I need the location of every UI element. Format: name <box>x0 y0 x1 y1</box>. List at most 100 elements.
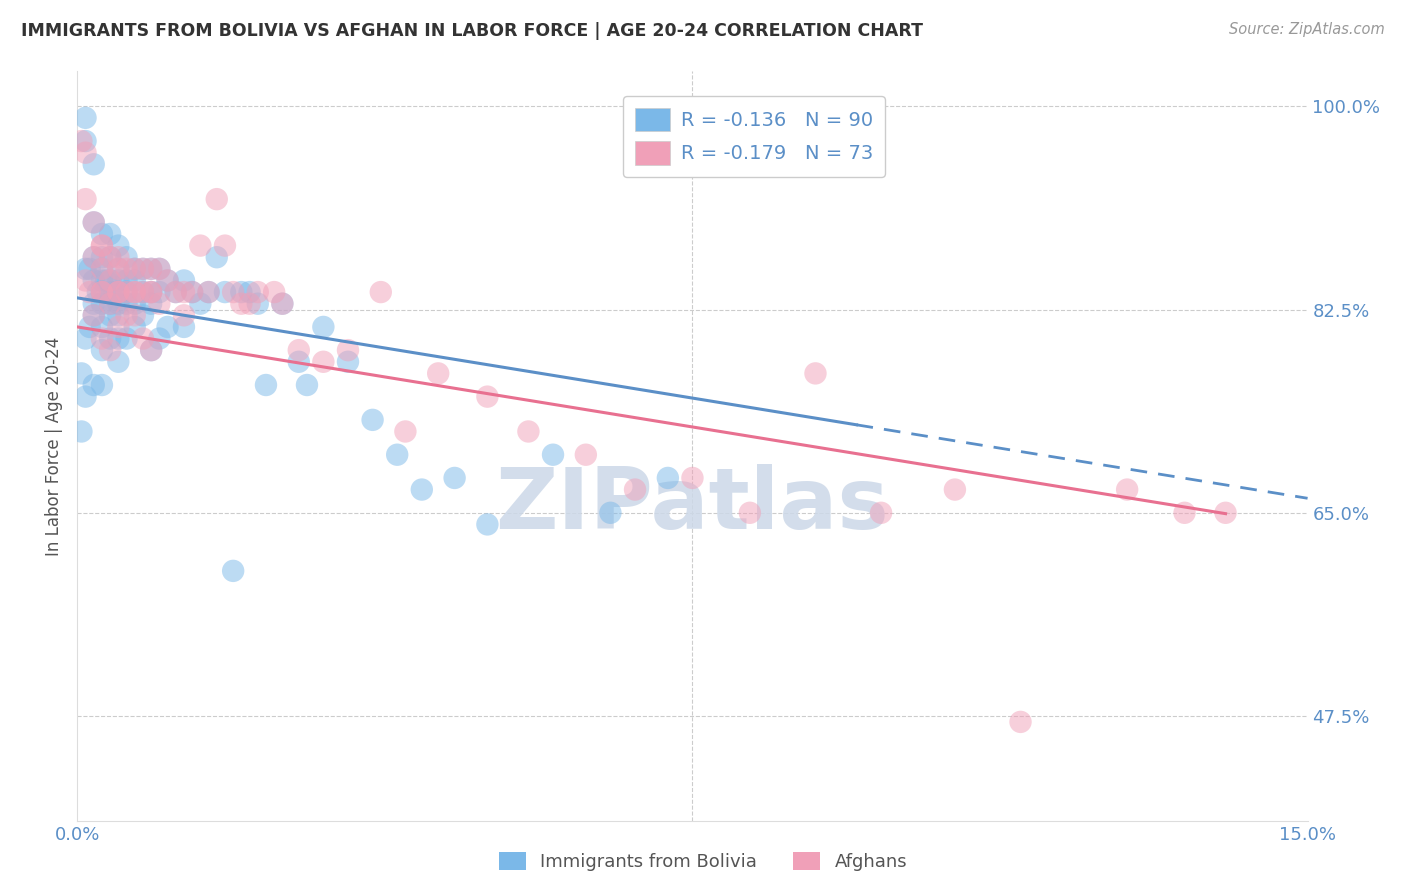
Point <box>83 308 105 322</box>
Point <box>1010 714 1032 729</box>
Point <box>197 285 219 299</box>
Point <box>107 285 129 299</box>
Point <box>263 285 285 299</box>
Point <box>98 250 121 264</box>
Point <box>173 285 195 299</box>
Point <box>75 261 97 276</box>
Point <box>75 192 97 206</box>
Point <box>90 273 114 287</box>
Point <box>165 285 187 299</box>
Point <box>288 343 311 358</box>
Point <box>254 378 277 392</box>
Point <box>477 517 499 532</box>
Point <box>107 250 129 264</box>
Point <box>115 285 138 299</box>
Point <box>83 215 105 229</box>
Point <box>1174 506 1197 520</box>
Point <box>83 157 105 171</box>
Point <box>98 285 121 299</box>
Point <box>943 483 966 497</box>
Point <box>75 332 97 346</box>
Point <box>148 261 170 276</box>
Point <box>98 273 121 287</box>
Point <box>246 296 269 310</box>
Point <box>107 261 129 276</box>
Point <box>188 238 212 252</box>
Point <box>83 250 105 264</box>
Point <box>173 308 195 322</box>
Point <box>575 448 598 462</box>
Point <box>107 332 129 346</box>
Point <box>132 332 155 346</box>
Point <box>141 261 163 276</box>
Point <box>337 343 360 358</box>
Point <box>79 285 101 299</box>
Point <box>624 483 647 497</box>
Point <box>188 296 212 310</box>
Point <box>804 367 827 381</box>
Point <box>107 296 129 310</box>
Point <box>115 273 138 287</box>
Point <box>75 145 97 160</box>
Point <box>70 425 93 439</box>
Point <box>107 308 129 322</box>
Point <box>1116 483 1139 497</box>
Point <box>83 273 105 287</box>
Point <box>541 448 564 462</box>
Point <box>682 471 704 485</box>
Point <box>239 285 262 299</box>
Point <box>83 250 105 264</box>
Point <box>103 285 125 299</box>
Point <box>107 355 129 369</box>
Point <box>870 506 893 520</box>
Point <box>197 285 219 299</box>
Point <box>141 285 163 299</box>
Point <box>79 261 101 276</box>
Point <box>98 296 121 310</box>
Point <box>90 285 114 299</box>
Point <box>83 378 105 392</box>
Point <box>115 250 138 264</box>
Point <box>271 296 294 310</box>
Point <box>98 296 121 310</box>
Point <box>107 285 129 299</box>
Point <box>90 285 114 299</box>
Point <box>98 250 121 264</box>
Point <box>132 285 155 299</box>
Point <box>312 320 335 334</box>
Point <box>148 285 170 299</box>
Point <box>124 261 146 276</box>
Point <box>239 296 262 310</box>
Point <box>141 285 163 299</box>
Point <box>90 378 114 392</box>
Point <box>87 285 110 299</box>
Point <box>75 134 97 148</box>
Point <box>132 261 155 276</box>
Point <box>477 390 499 404</box>
Point <box>165 285 187 299</box>
Point <box>98 308 121 322</box>
Point <box>312 355 335 369</box>
Y-axis label: In Labor Force | Age 20-24: In Labor Force | Age 20-24 <box>45 336 63 556</box>
Point <box>90 261 114 276</box>
Point <box>107 273 129 287</box>
Point <box>107 261 129 276</box>
Point <box>148 332 170 346</box>
Point <box>94 273 117 287</box>
Point <box>361 413 384 427</box>
Point <box>124 273 146 287</box>
Point <box>141 343 163 358</box>
Point <box>107 320 129 334</box>
Point <box>124 261 146 276</box>
Point <box>90 250 114 264</box>
Point <box>141 261 163 276</box>
Point <box>156 320 179 334</box>
Point <box>115 261 138 276</box>
Point <box>79 320 101 334</box>
Text: Source: ZipAtlas.com: Source: ZipAtlas.com <box>1229 22 1385 37</box>
Point <box>107 238 129 252</box>
Point <box>214 285 236 299</box>
Point <box>83 308 105 322</box>
Point <box>246 285 269 299</box>
Point <box>148 261 170 276</box>
